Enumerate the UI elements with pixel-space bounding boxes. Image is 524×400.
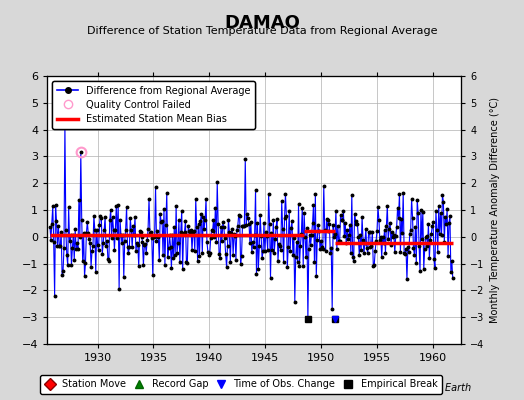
Legend: Difference from Regional Average, Quality Control Failed, Estimated Station Mean: Difference from Regional Average, Qualit… xyxy=(52,81,255,129)
Y-axis label: Monthly Temperature Anomaly Difference (°C): Monthly Temperature Anomaly Difference (… xyxy=(490,97,500,323)
Text: DAMAO: DAMAO xyxy=(224,14,300,32)
Text: Difference of Station Temperature Data from Regional Average: Difference of Station Temperature Data f… xyxy=(87,26,437,36)
Text: Berkeley Earth: Berkeley Earth xyxy=(399,383,472,393)
Legend: Station Move, Record Gap, Time of Obs. Change, Empirical Break: Station Move, Record Gap, Time of Obs. C… xyxy=(40,375,442,394)
